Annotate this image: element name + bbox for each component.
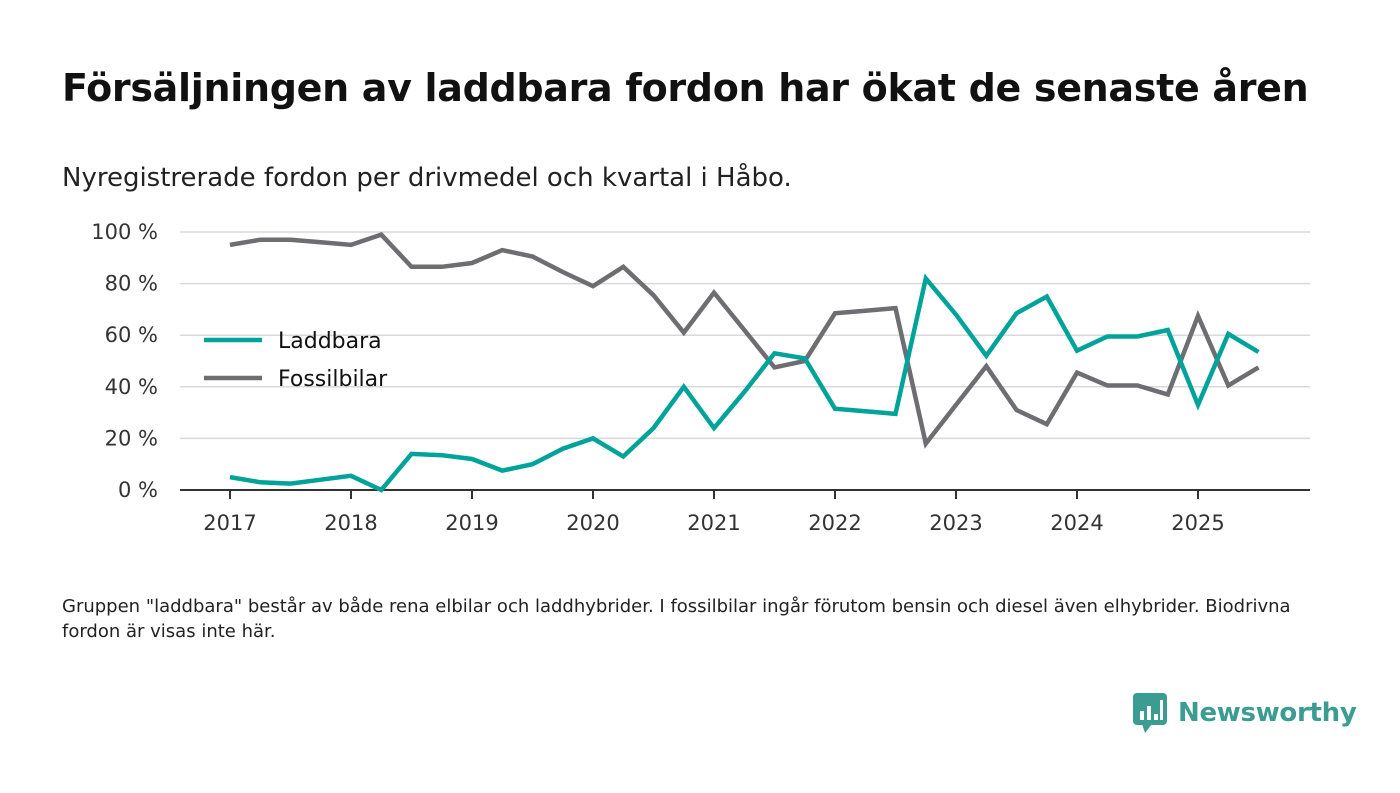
x-tick-label: 2020 xyxy=(566,511,619,535)
chart-title: Försäljningen av laddbara fordon har öka… xyxy=(62,66,1309,110)
y-tick-label: 60 % xyxy=(105,323,158,347)
y-tick-label: 20 % xyxy=(105,426,158,450)
newsworthy-logo: Newsworthy xyxy=(1132,692,1357,734)
x-tick-label: 2021 xyxy=(687,511,740,535)
y-tick-label: 0 % xyxy=(118,478,158,502)
x-tick-label: 2025 xyxy=(1171,511,1224,535)
legend-label: Laddbara xyxy=(278,329,382,354)
y-tick-label: 40 % xyxy=(105,375,158,399)
y-tick-label: 80 % xyxy=(105,272,158,296)
series-lines xyxy=(229,232,1260,493)
gridlines xyxy=(180,231,1310,491)
footnote: Gruppen "laddbara" består av både rena e… xyxy=(62,596,1291,642)
x-tick-label: 2022 xyxy=(808,511,861,535)
x-tick-label: 2017 xyxy=(203,511,256,535)
legend: Laddbara Fossilbilar xyxy=(204,329,388,392)
x-tick-label: 2024 xyxy=(1050,511,1103,535)
x-tick-label: 2023 xyxy=(929,511,982,535)
logo-text: Newsworthy xyxy=(1178,698,1357,728)
legend-label: Fossilbilar xyxy=(278,367,388,392)
series-line-fossilbilar xyxy=(229,232,1260,449)
chart-subtitle: Nyregistrerade fordon per drivmedel och … xyxy=(62,163,792,193)
x-tick-label: 2019 xyxy=(445,511,498,535)
x-axis-ticks: 2017 2018 2019 2020 2021 2022 2023 2024 2025 xyxy=(203,490,1225,535)
y-axis-ticks: 0 % 20 % 40 % 60 % 80 % 100 % xyxy=(91,220,158,502)
series-line-laddbara xyxy=(229,273,1260,493)
newsworthy-logo-icon xyxy=(1133,693,1167,733)
x-tick-label: 2018 xyxy=(324,511,377,535)
y-tick-label: 100 % xyxy=(91,220,158,244)
